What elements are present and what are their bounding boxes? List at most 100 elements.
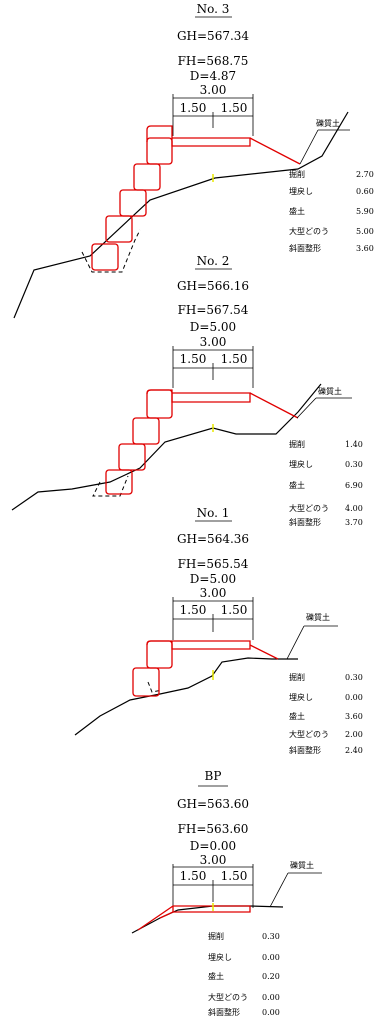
dimension-lines <box>172 94 254 136</box>
width-right: 1.50 <box>221 101 248 115</box>
design-section <box>105 389 299 495</box>
sandbag-4 <box>105 469 133 495</box>
qty-label-backfill: 埋戻し <box>289 186 313 196</box>
qty-value-sandbag: 5.00 <box>356 227 374 236</box>
qty-label-backfill: 埋戻し <box>289 692 313 702</box>
qty-label-embankment: 盛土 <box>289 480 305 490</box>
excavation-line <box>92 475 129 497</box>
qty-label-embankment: 盛土 <box>289 711 305 721</box>
sandbag-2 <box>132 667 160 697</box>
sandbag-5 <box>91 243 119 271</box>
width-total: 3.00 <box>200 83 227 97</box>
fill-slope-line <box>249 644 279 660</box>
dimension-lines <box>172 864 254 908</box>
qty-value-embankment: 0.20 <box>262 972 280 981</box>
sandbag-4 <box>105 215 133 243</box>
sandbag-1 <box>146 640 173 669</box>
depth-value: D=5.00 <box>190 572 236 586</box>
design-section <box>137 905 251 931</box>
qty-label-sandbag: 大型どのう <box>208 992 248 1002</box>
fill-slope-line <box>249 392 299 419</box>
ground-height: GH=567.34 <box>177 29 249 43</box>
soil-type-label: 礫質土 <box>306 612 330 622</box>
sandbag-3 <box>119 189 147 217</box>
qty-value-sandbag: 4.00 <box>345 504 363 513</box>
qty-value-backfill: 0.00 <box>345 693 363 702</box>
qty-value-slope-shaping: 3.60 <box>356 244 374 253</box>
width-left: 1.50 <box>180 352 207 366</box>
existing-ground-line <box>131 905 284 934</box>
qty-label-slope-shaping: 斜面整形 <box>289 243 321 253</box>
soil-type-label: 礫質土 <box>316 118 340 128</box>
depth-value: D=0.00 <box>190 839 236 853</box>
qty-label-excavation: 掘削 <box>289 672 305 682</box>
fill-slope-line <box>249 137 301 165</box>
sandbag-2 <box>133 163 161 191</box>
sandbag-2 <box>132 417 160 445</box>
width-total: 3.00 <box>200 853 227 867</box>
soil-type-label: 礫質土 <box>318 386 342 396</box>
design-section <box>91 125 301 271</box>
formation-height: FH=568.75 <box>178 54 249 68</box>
qty-value-backfill: 0.00 <box>262 953 280 962</box>
existing-ground-line <box>74 657 298 736</box>
soil-type-label: 礫質土 <box>290 860 314 870</box>
qty-value-excavation: 1.40 <box>345 440 363 449</box>
qty-value-slope-shaping: 2.40 <box>345 746 363 755</box>
quantity-table: 掘削 1.40 埋戻し 0.30 盛土 6.90 大型どのう 4.00 斜面整形… <box>289 439 363 527</box>
design-section <box>132 640 279 697</box>
qty-value-backfill: 0.30 <box>345 460 363 469</box>
qty-label-excavation: 掘削 <box>208 931 224 941</box>
section-name: No. 3 <box>197 2 230 16</box>
width-left: 1.50 <box>180 869 207 883</box>
qty-label-backfill: 埋戻し <box>208 952 232 962</box>
soil-leader-line <box>296 397 317 419</box>
width-right: 1.50 <box>221 603 248 617</box>
sandbag-1 <box>146 137 173 165</box>
qty-label-backfill: 埋戻し <box>289 459 313 469</box>
qty-label-excavation: 掘削 <box>289 439 305 449</box>
dimension-lines <box>172 346 254 388</box>
quantity-table: 掘削 2.70 埋戻し 0.60 盛土 5.90 大型どのう 5.00 斜面整形… <box>289 169 374 253</box>
qty-value-excavation: 0.30 <box>345 673 363 682</box>
excavation-line <box>81 229 141 273</box>
width-right: 1.50 <box>221 352 248 366</box>
existing-ground-line <box>13 111 349 319</box>
dimension-lines <box>172 597 254 640</box>
soil-leader-line <box>286 625 305 660</box>
qty-label-excavation: 掘削 <box>289 169 305 179</box>
qty-label-embankment: 盛土 <box>208 971 224 981</box>
formation-height: FH=563.60 <box>178 822 249 836</box>
qty-value-embankment: 3.60 <box>345 712 363 721</box>
qty-value-embankment: 6.90 <box>345 481 363 490</box>
sandbag-1 <box>146 389 173 419</box>
ground-height: GH=566.16 <box>177 279 249 293</box>
qty-value-slope-shaping: 0.00 <box>262 1008 280 1017</box>
width-right: 1.50 <box>221 869 248 883</box>
qty-label-embankment: 盛土 <box>289 206 305 216</box>
excavation-line <box>147 681 163 693</box>
existing-ground-line <box>11 383 322 511</box>
qty-value-embankment: 5.90 <box>356 207 374 216</box>
formation-height: FH=565.54 <box>178 557 249 571</box>
width-left: 1.50 <box>180 603 207 617</box>
qty-label-slope-shaping: 斜面整形 <box>289 517 321 527</box>
qty-label-sandbag: 大型どのう <box>289 503 329 513</box>
section-name: No. 2 <box>197 254 230 268</box>
soil-leader-line <box>269 872 289 908</box>
quantity-table: 掘削 0.30 埋戻し 0.00 盛土 0.20 大型どのう 0.00 斜面整形… <box>208 931 280 1017</box>
section-no3: No. 3 GH=567.34 FH=568.75 D=4.87 3.00 1.… <box>13 2 374 319</box>
section-no2: No. 2 GH=566.16 FH=567.54 D=5.00 3.00 1.… <box>11 254 363 527</box>
ground-height: GH=564.36 <box>177 532 249 546</box>
qty-value-excavation: 0.30 <box>262 932 280 941</box>
qty-value-sandbag: 2.00 <box>345 730 363 739</box>
section-no1: No. 1 GH=564.36 FH=565.54 D=5.00 3.00 1.… <box>74 506 363 755</box>
formation-height: FH=567.54 <box>178 303 249 317</box>
soil-leader-line <box>299 129 319 165</box>
ground-height: GH=563.60 <box>177 797 249 811</box>
section-name: BP <box>205 769 222 783</box>
depth-value: D=5.00 <box>190 320 236 334</box>
quantity-table: 掘削 0.30 埋戻し 0.00 盛土 3.60 大型どのう 2.00 斜面整形… <box>289 672 363 755</box>
width-left: 1.50 <box>180 101 207 115</box>
